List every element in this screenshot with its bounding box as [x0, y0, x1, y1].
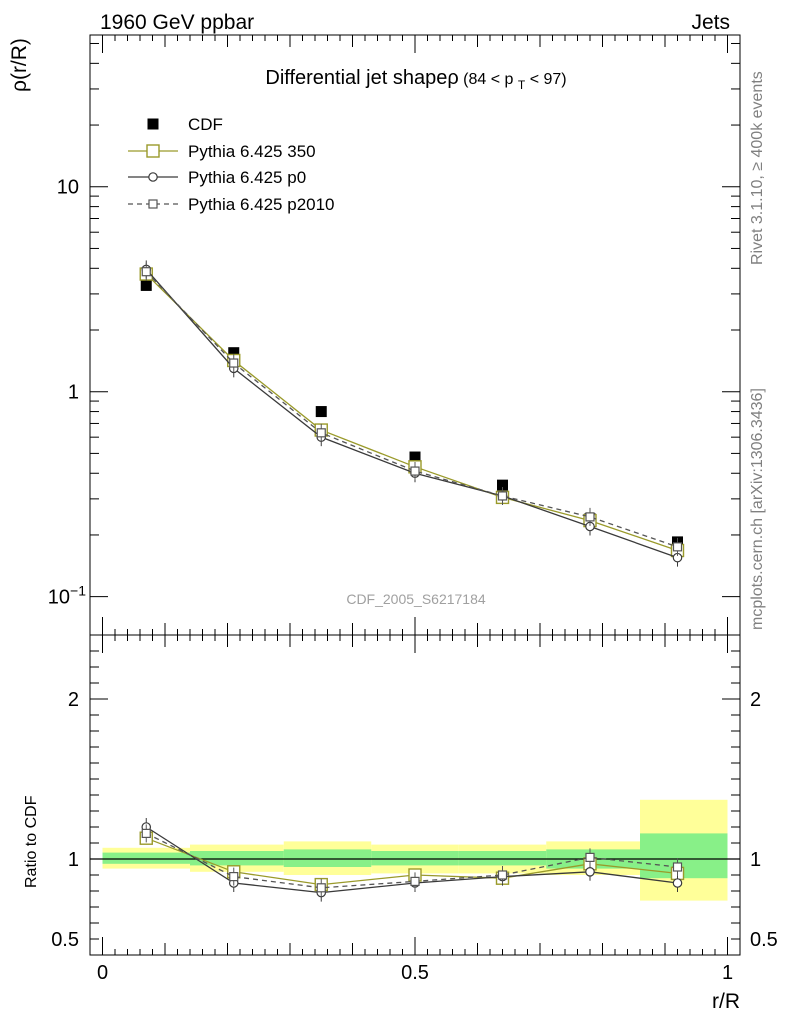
legend-marker — [146, 144, 160, 158]
legend-item: CDF — [147, 115, 223, 134]
main-series-line — [145, 268, 678, 559]
legend-label: Pythia 6.425 p0 — [188, 168, 306, 187]
legend-item: Pythia 6.425 p0 — [128, 168, 306, 187]
legend-marker — [148, 199, 158, 209]
ratio-point — [497, 870, 508, 880]
plot-title-subscript: T — [518, 78, 526, 92]
main-series-3 — [141, 262, 683, 556]
ratio-point — [585, 866, 595, 877]
main-series-line — [145, 273, 678, 552]
ratio-point — [229, 871, 239, 882]
ratio-point — [316, 883, 326, 893]
ratio-y-tick-label-right: 0.5 — [750, 929, 778, 951]
legend-marker — [147, 118, 159, 130]
plot-title-end: < 97) — [530, 71, 567, 88]
ratio-point — [585, 852, 595, 863]
main-point — [585, 512, 595, 522]
ratio-band-inner — [458, 851, 547, 866]
header-energy-label: 1960 GeV ppbar — [100, 11, 254, 34]
legend-label: CDF — [188, 115, 223, 134]
main-y-tick-label: 1 — [68, 382, 79, 404]
x-axis-label: r/R — [712, 990, 740, 1013]
main-y-tick-label: 10−1 — [48, 583, 86, 609]
main-point — [315, 406, 327, 418]
main-series-1 — [139, 267, 685, 558]
ratio-point — [410, 876, 420, 887]
ratio-y-tick-label-left: 1 — [68, 849, 79, 871]
rivet-version-label: Rivet 3.1.10, ≥ 400k events — [749, 71, 766, 265]
ratio-series-2 — [141, 824, 683, 897]
main-point — [316, 428, 326, 438]
x-tick-label: 0.5 — [401, 962, 429, 984]
main-y-axis-label: ρ(r/R) — [8, 38, 31, 92]
main-point — [229, 358, 239, 368]
ratio-point — [672, 878, 683, 888]
main-point — [497, 479, 508, 491]
legend-label: Pythia 6.425 p2010 — [188, 195, 335, 214]
main-point — [141, 267, 151, 277]
main-point — [410, 466, 420, 476]
legend-item: Pythia 6.425 p2010 — [128, 195, 335, 214]
ratio-point — [672, 862, 683, 872]
header-process-label: Jets — [691, 11, 730, 34]
ratio-point — [141, 828, 151, 839]
main-plot-panel: 10 1 10−1 CDF_2005_S6217184 Differential j… — [8, 34, 741, 636]
analysis-watermark: CDF_2005_S6217184 — [346, 591, 486, 607]
ratio-y-tick-label-right: 1 — [750, 849, 761, 871]
legend-marker — [148, 172, 158, 182]
main-point — [672, 542, 683, 552]
ratio-band-inner — [102, 852, 190, 864]
ratio-band-inner — [283, 849, 372, 867]
main-point — [140, 279, 152, 291]
ratio-y-tick-label-left: 2 — [68, 689, 79, 711]
mcplots-label: mcplots.cern.ch [arXiv:1306.3436] — [749, 388, 766, 630]
main-y-tick-label: 10 — [57, 177, 79, 199]
ratio-plot-frame — [89, 634, 741, 956]
main-point — [409, 451, 421, 463]
main-series-line — [145, 271, 678, 548]
legend-label: Pythia 6.425 350 — [188, 142, 316, 161]
ratio-y-tick-label-right: 2 — [750, 689, 761, 711]
plot-title-cut: (84 < p — [463, 71, 513, 88]
ratio-plot-panel: 0.5 0.5 1 1 2 2 0 0.5 1 Ratio to CDF r/R — [23, 634, 778, 1013]
main-point — [228, 347, 240, 359]
ratio-band-inner — [190, 851, 284, 866]
plot-title-main: Differential jet shapeρ — [265, 67, 458, 89]
plot-title: Differential jet shapeρ (84 < p T < 97) — [265, 67, 566, 93]
ratio-y-tick-label-left: 0.5 — [51, 929, 79, 951]
main-series-0 — [140, 279, 683, 548]
legend: CDF Pythia 6.425 350 Pythia 6.425 p0 Pythia… — [128, 115, 335, 214]
x-tick-label: 1 — [722, 962, 733, 984]
x-tick-label: 0 — [97, 962, 108, 984]
ratio-y-axis-label: Ratio to CDF — [23, 795, 40, 888]
ratio-band-inner — [371, 851, 459, 866]
main-point — [497, 491, 508, 501]
legend-item: Pythia 6.425 350 — [128, 142, 316, 161]
